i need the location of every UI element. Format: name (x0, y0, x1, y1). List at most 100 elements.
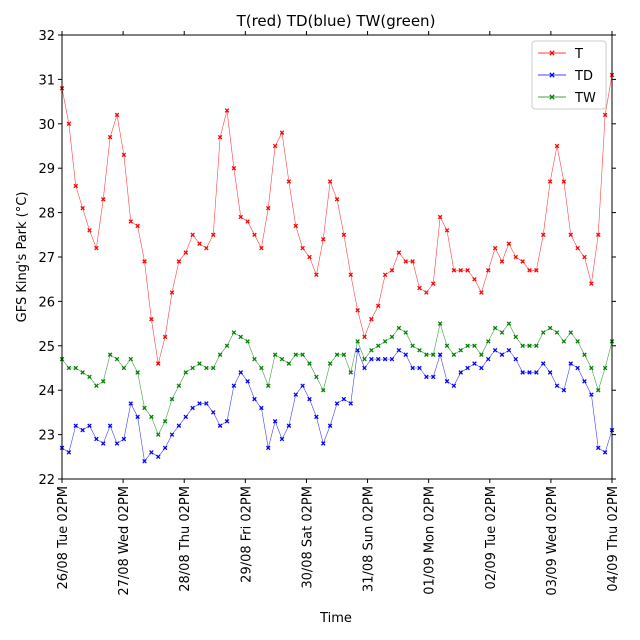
y-tick-label: 23 (38, 429, 55, 444)
data-point-tw (176, 383, 182, 389)
data-point-tw (327, 361, 333, 366)
data-point-tw (162, 419, 168, 424)
legend-box (531, 40, 607, 110)
y-axis-title: GFS King's Park (°C) (15, 192, 30, 323)
data-point-td (100, 441, 106, 446)
data-point-t (121, 152, 127, 158)
data-point-tw (80, 370, 85, 375)
data-point-td (73, 423, 79, 428)
data-point-td (472, 361, 477, 366)
data-point-t (403, 259, 409, 264)
data-point-tw (362, 356, 367, 362)
series-tw (59, 321, 615, 437)
legend-entry-t: T (538, 47, 583, 62)
data-point-t (492, 245, 498, 251)
data-point-tw (238, 334, 244, 340)
chart-title: T(red) TD(blue) TW(green) (236, 12, 436, 30)
y-tick-label: 22 (38, 473, 55, 488)
data-point-t (430, 281, 436, 286)
data-point-td (396, 347, 402, 353)
data-point-t (479, 290, 484, 295)
data-point-t (602, 112, 608, 118)
x-tick-label: 28/08 Thu 02PM (178, 486, 193, 592)
data-point-tw (369, 347, 374, 353)
data-point-tw (595, 387, 601, 393)
data-point-td (451, 383, 457, 389)
data-point-t (300, 245, 305, 251)
data-point-td (444, 379, 450, 384)
data-point-td (554, 383, 560, 389)
x-tick-label: 26/08 Tue 02PM (56, 486, 71, 590)
data-point-td (300, 383, 305, 389)
series-td (59, 347, 615, 464)
data-point-td (121, 436, 127, 442)
data-point-t (272, 143, 278, 149)
data-point-t (540, 232, 546, 238)
data-point-td (169, 432, 175, 437)
data-point-td (197, 401, 202, 406)
data-point-td (499, 352, 505, 357)
data-point-td (410, 365, 415, 371)
x-tick-label: 29/08 Fri 02PM (239, 486, 254, 583)
data-point-tw (403, 330, 409, 335)
data-point-tw (492, 325, 498, 331)
data-point-t (465, 268, 470, 273)
data-point-tw (149, 414, 154, 420)
data-point-tw (527, 343, 532, 349)
data-point-td (80, 427, 85, 433)
legend-marker (549, 72, 555, 78)
data-point-td (307, 396, 312, 402)
legend: T TD TW (531, 40, 607, 110)
data-point-td (94, 436, 99, 442)
data-point-td (485, 356, 491, 362)
data-point-t (252, 232, 257, 238)
data-point-tw (396, 325, 402, 331)
data-point-t (554, 143, 560, 149)
data-point-td (87, 423, 92, 428)
data-point-td (259, 405, 264, 411)
data-point-t (80, 205, 85, 211)
data-point-td (540, 361, 546, 366)
data-point-tw (190, 365, 195, 371)
data-point-tw (561, 339, 567, 344)
data-point-td (314, 414, 319, 420)
data-point-td (210, 410, 216, 415)
x-tick-label: 01/09 Mon 02PM (423, 486, 438, 595)
data-point-tw (355, 339, 360, 344)
data-point-tw (300, 352, 305, 357)
data-point-tw (410, 343, 415, 349)
legend-label: TW (574, 91, 596, 106)
data-point-td (362, 365, 367, 371)
data-point-t (410, 259, 415, 264)
data-point-t (73, 183, 79, 189)
data-point-td (286, 423, 292, 428)
data-point-tw (375, 343, 381, 349)
data-point-tw (87, 374, 92, 380)
data-point-td (575, 365, 580, 371)
data-point-td (293, 392, 299, 397)
data-point-tw (479, 352, 484, 357)
data-point-tw (114, 356, 120, 362)
data-point-td (204, 401, 209, 406)
data-point-t (561, 179, 567, 184)
data-point-tw (135, 370, 140, 375)
data-point-t (217, 134, 223, 140)
data-point-td (355, 347, 360, 353)
x-tick-label: 03/09 Wed 02PM (545, 486, 560, 596)
data-point-t (355, 308, 360, 313)
data-point-tw (348, 370, 354, 375)
data-point-tw (259, 365, 264, 371)
data-point-t (87, 228, 92, 233)
data-point-t (114, 112, 120, 118)
data-point-tw (424, 352, 429, 357)
data-point-t (279, 130, 285, 135)
data-point-t (589, 281, 594, 286)
x-axis-title: Time (319, 611, 352, 626)
data-point-td (547, 370, 553, 375)
data-point-t (417, 285, 422, 291)
data-point-tw (575, 339, 580, 344)
data-point-tw (582, 352, 587, 357)
data-point-t (320, 236, 326, 242)
data-point-t (499, 259, 505, 264)
data-point-t (451, 268, 457, 273)
